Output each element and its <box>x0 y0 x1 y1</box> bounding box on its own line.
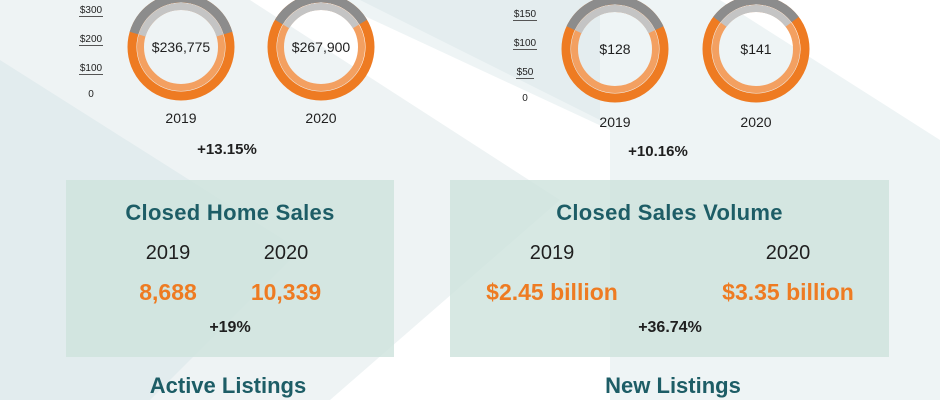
donut-ring <box>702 0 810 103</box>
donut-year-label: 2020 <box>740 114 772 130</box>
donut-ring <box>267 0 375 101</box>
donut-2019-price: $236,775 <box>126 0 236 102</box>
price-scale: $300 $200 $100 0 <box>70 0 112 100</box>
inner-ring-remainder <box>575 5 655 34</box>
outer-ring-value <box>702 0 810 103</box>
donut-ring <box>561 0 669 103</box>
donut-year-label: 2020 <box>305 110 337 126</box>
panel-year: 2020 <box>765 242 811 264</box>
panel-value: $2.45 billion <box>486 279 618 305</box>
scale-tick: $200 <box>78 34 104 46</box>
closed-home-sales-panel: Closed Home Sales 2019 2020 8,688 10,339… <box>66 180 394 357</box>
panel-value: 10,339 <box>250 279 322 305</box>
panel-year: 2020 <box>263 242 309 264</box>
donut-value: $236,775 <box>151 39 211 55</box>
outer-ring-value <box>561 0 669 103</box>
donut-2020-price: $267,900 <box>266 0 376 102</box>
sqft-change: +10.16% <box>628 143 688 160</box>
donut-value: $267,900 <box>291 39 351 55</box>
outer-ring-remainder <box>713 0 799 23</box>
panel-year: 2019 <box>145 242 191 264</box>
sqft-scale: $150 $100 $50 0 <box>508 0 542 110</box>
donut-year-label: 2019 <box>599 114 631 130</box>
outer-ring-remainder <box>566 0 664 31</box>
outer-ring-remainder <box>129 0 233 35</box>
donut-2020-sqft: $141 <box>701 0 811 104</box>
outer-ring-value <box>267 0 375 101</box>
scale-tick: $300 <box>78 5 104 17</box>
closed-sales-volume-panel: Closed Sales Volume 2019 2020 $2.45 bill… <box>450 180 889 357</box>
outer-ring-remainder <box>274 0 368 25</box>
inner-ring-remainder <box>138 3 224 37</box>
panel-change: +19% <box>209 319 251 336</box>
donut-value: $128 <box>599 41 631 57</box>
inner-ring-remainder <box>720 5 792 27</box>
scale-tick: $150 <box>512 9 538 21</box>
scale-tick: $100 <box>512 38 538 50</box>
scale-tick: 0 <box>522 93 528 104</box>
scale-tick: $50 <box>515 67 535 79</box>
donut-ring <box>127 0 235 101</box>
panel-title: Closed Home Sales <box>125 200 335 225</box>
donut-year-label: 2019 <box>165 110 197 126</box>
inner-ring-remainder <box>283 3 359 29</box>
scale-tick: 0 <box>88 89 94 100</box>
donut-2019-sqft: $128 <box>560 0 670 104</box>
scale-tick: $100 <box>78 63 104 75</box>
new-listings-title: New Listings <box>605 373 741 398</box>
price-change: +13.15% <box>197 141 257 158</box>
panel-year: 2019 <box>529 242 575 264</box>
outer-ring-value <box>127 0 235 101</box>
donut-value: $141 <box>740 41 772 57</box>
active-listings-title: Active Listings <box>149 373 307 398</box>
panel-change: +36.74% <box>638 319 702 336</box>
panel-value: $3.35 billion <box>722 279 854 305</box>
panel-title: Closed Sales Volume <box>556 200 783 225</box>
panel-value: 8,688 <box>139 279 197 305</box>
